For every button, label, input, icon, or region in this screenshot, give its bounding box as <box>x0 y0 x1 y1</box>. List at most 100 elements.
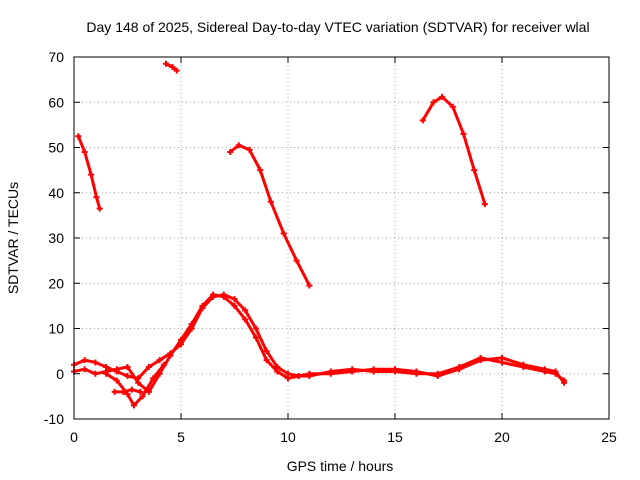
data-point <box>327 368 334 375</box>
data-point <box>150 375 157 382</box>
data-point <box>188 320 195 327</box>
data-point <box>252 325 259 332</box>
data-point <box>92 359 99 366</box>
data-point <box>235 142 242 149</box>
data-point <box>263 357 270 364</box>
data-point <box>160 361 167 368</box>
data-point <box>242 307 249 314</box>
data-point <box>120 388 127 395</box>
data-point <box>178 336 184 343</box>
data-point <box>231 302 238 309</box>
data-point <box>520 363 527 370</box>
data-point <box>419 117 426 124</box>
data-point <box>124 373 131 380</box>
data-point <box>552 370 559 377</box>
data-point <box>88 171 95 178</box>
x-tick-label: 0 <box>70 429 78 445</box>
x-axis-label: GPS time / hours <box>287 458 394 474</box>
series-arc-top-edge <box>163 60 180 74</box>
data-point <box>227 149 234 156</box>
data-point <box>280 230 287 237</box>
x-tick-label: 15 <box>387 429 403 445</box>
grid <box>74 57 609 419</box>
data-point <box>220 293 227 300</box>
data-point <box>285 375 291 382</box>
data-point <box>137 388 144 395</box>
data-point <box>124 363 131 370</box>
data-point <box>434 370 441 377</box>
data-point <box>167 352 174 359</box>
data-point <box>128 386 135 393</box>
data-point <box>75 133 82 140</box>
data-point <box>460 130 467 137</box>
data-point <box>306 282 313 289</box>
data-point <box>130 402 137 409</box>
data-point <box>145 363 152 370</box>
series-line <box>72 293 566 394</box>
data-point <box>169 63 176 70</box>
data-point <box>430 99 437 106</box>
data-point <box>295 373 302 380</box>
data-point <box>113 366 120 373</box>
data-point <box>274 368 281 375</box>
data-point <box>156 357 163 364</box>
y-tick-label: 0 <box>56 366 64 382</box>
series-arc-low-short <box>111 386 144 395</box>
x-tick-label: 5 <box>177 429 185 445</box>
data-point <box>306 373 313 380</box>
data-point <box>541 368 548 375</box>
series-arc-mid-descending <box>227 142 313 289</box>
data-point <box>81 366 88 373</box>
data-point <box>103 370 110 377</box>
y-tick-label: 70 <box>48 49 64 65</box>
data-point <box>135 379 142 386</box>
series-arc-late-high <box>419 93 488 208</box>
y-tick-label: 40 <box>48 185 64 201</box>
data-point <box>449 103 456 110</box>
data-point <box>267 198 274 205</box>
data-point <box>456 363 463 370</box>
y-tick-label: 60 <box>48 94 64 110</box>
series-arc-early-high <box>75 133 103 212</box>
data-point <box>263 348 270 355</box>
data-point <box>113 377 120 384</box>
x-tick-label: 25 <box>601 429 617 445</box>
y-tick-label: 50 <box>48 140 64 156</box>
data-point <box>93 194 100 201</box>
data-point <box>252 334 259 341</box>
data-point <box>477 354 484 361</box>
x-tick-label: 10 <box>280 429 296 445</box>
data-point <box>481 201 488 208</box>
data-point <box>199 302 206 309</box>
data-point <box>242 316 249 323</box>
data-point <box>561 377 568 384</box>
data-point <box>471 167 478 174</box>
y-tick-label: 30 <box>48 230 64 246</box>
data-point <box>439 93 446 100</box>
chart-title: Day 148 of 2025, Sidereal Day-to-day VTE… <box>86 19 589 35</box>
data-point <box>257 167 264 174</box>
data-point <box>210 291 217 298</box>
data-point <box>246 146 253 153</box>
data-point <box>392 368 398 375</box>
data-point <box>92 370 99 377</box>
ticks: 0 5 10 15 20 25 -10 0 10 20 30 40 50 60 70 <box>44 49 617 445</box>
data-point <box>413 370 420 377</box>
y-tick-label: 10 <box>48 321 64 337</box>
data-point <box>81 149 88 156</box>
data-point <box>231 296 238 303</box>
data-point <box>111 388 118 395</box>
data-series <box>71 60 568 409</box>
data-point <box>139 393 146 400</box>
data-point <box>499 359 505 366</box>
data-point <box>293 257 300 264</box>
y-tick-label: -10 <box>44 411 64 427</box>
series-line <box>113 388 142 394</box>
data-point <box>96 205 103 212</box>
y-tick-label: 20 <box>48 275 64 291</box>
data-point <box>370 368 377 375</box>
data-point <box>81 357 88 364</box>
x-tick-label: 20 <box>494 429 510 445</box>
